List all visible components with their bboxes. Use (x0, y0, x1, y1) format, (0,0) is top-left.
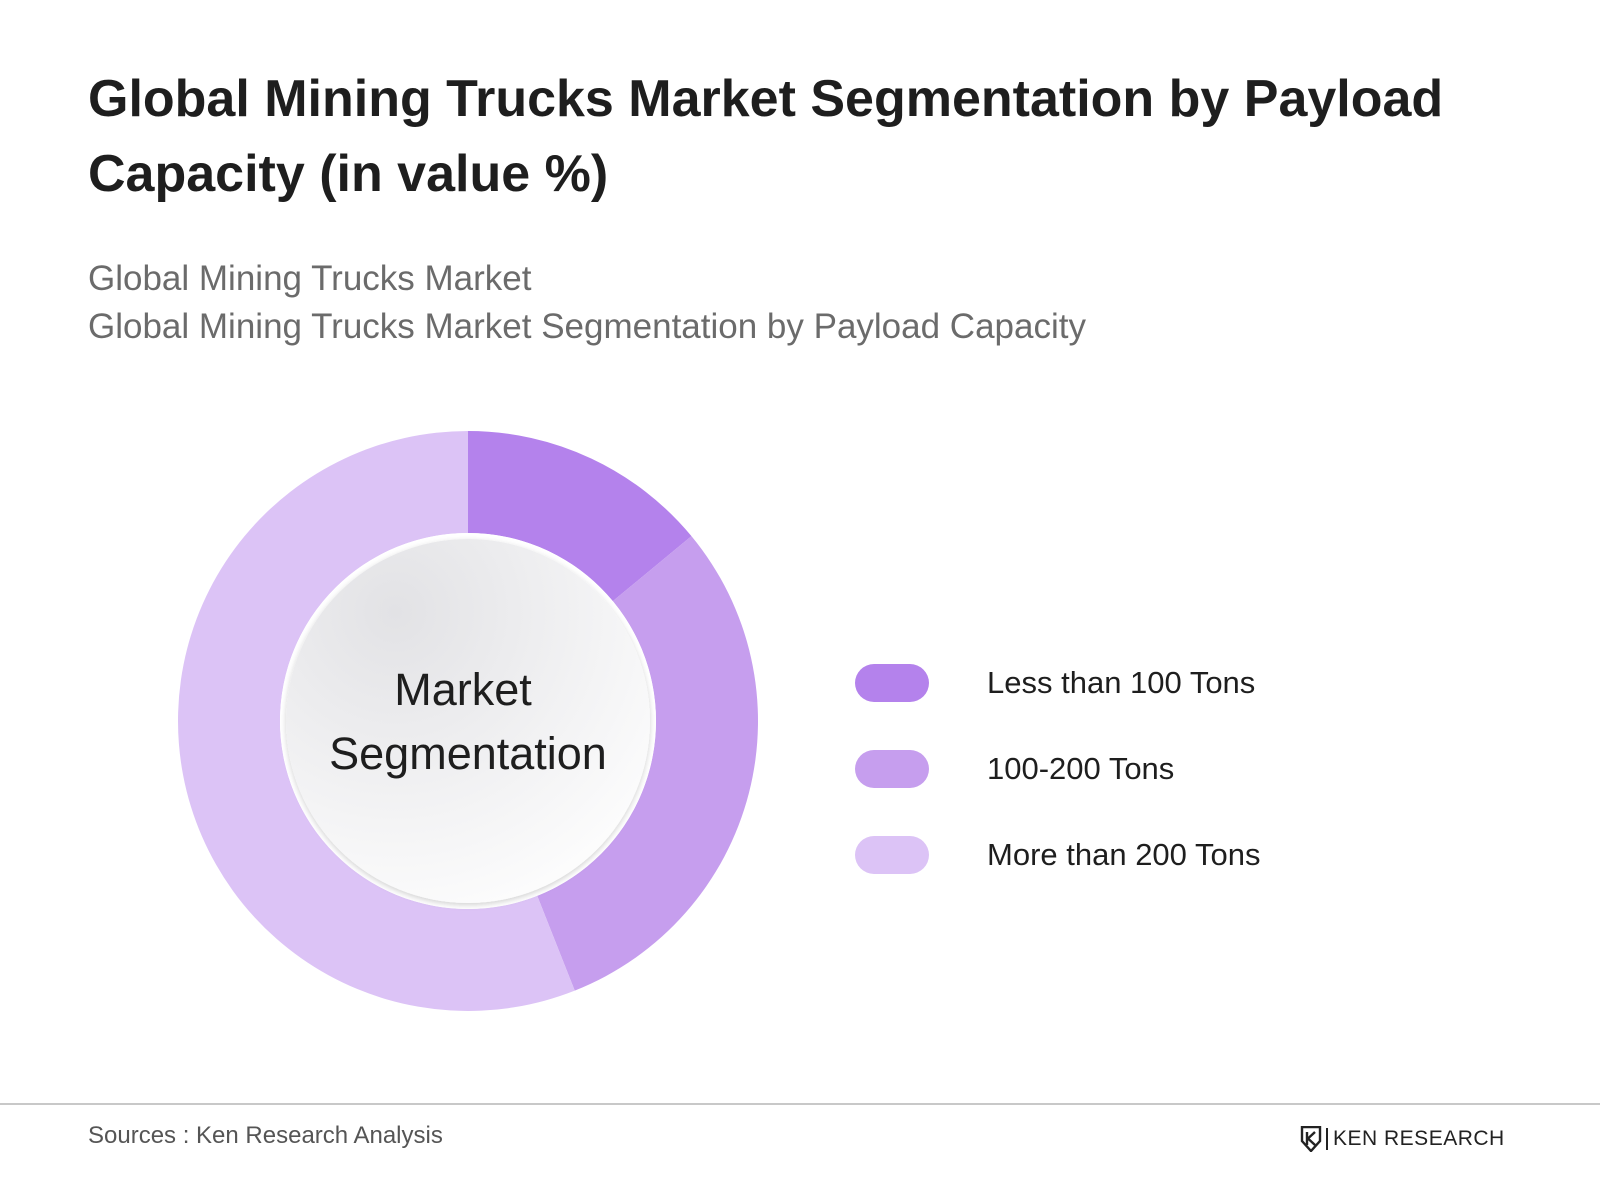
footer-divider (0, 1103, 1600, 1105)
center-label-line-2: Segmentation (329, 728, 607, 779)
legend-label-100-200: 100-200 Tons (987, 751, 1175, 786)
legend-swatch-100-200 (855, 750, 929, 788)
donut-slices (178, 431, 758, 1011)
ken-research-logo: KEN RESEARCH (1300, 1124, 1505, 1154)
subtitle-line-1: Global Mining Trucks Market (88, 259, 532, 298)
slice-100-200-tons (537, 536, 758, 991)
legend-swatch-less-than-100 (855, 664, 929, 702)
ken-research-shield-icon (1300, 1126, 1322, 1152)
legend-label-less-than-100: Less than 100 Tons (987, 665, 1256, 700)
slice-less-than-100-tons (468, 431, 692, 602)
center-label-line-1: Market (394, 664, 532, 715)
logo-divider (1326, 1128, 1328, 1150)
subtitle-line-2: Global Mining Trucks Market Segmentation… (88, 307, 1086, 346)
slice-more-than-200-tons (178, 431, 575, 1011)
donut-center-disc (286, 539, 650, 903)
brand-name: KEN RESEARCH (1333, 1127, 1505, 1150)
chart-subtitle: Global Mining Trucks Market Global Minin… (88, 255, 1086, 351)
legend-label-more-than-200: More than 200 Tons (987, 837, 1261, 872)
legend-swatch-more-than-200 (855, 836, 929, 874)
chart-title: Global Mining Trucks Market Segmentation… (88, 70, 1444, 203)
source-note: Sources : Ken Research Analysis (88, 1122, 443, 1149)
